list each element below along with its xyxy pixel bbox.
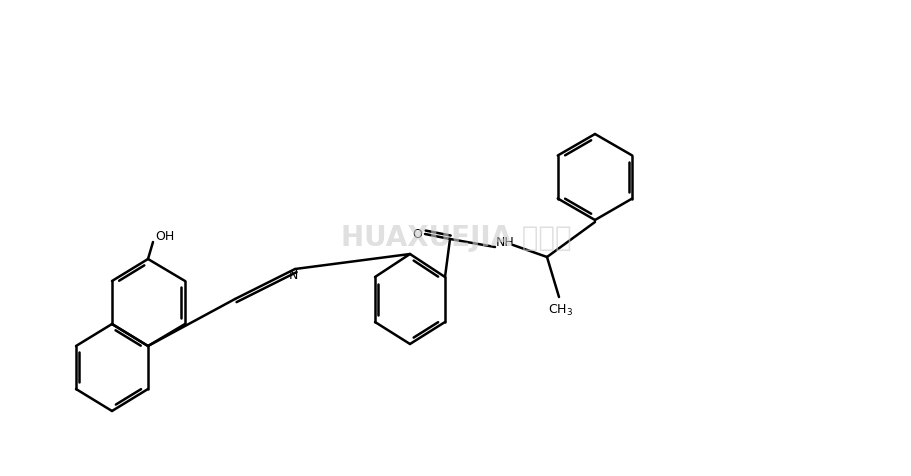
Text: CH$_3$: CH$_3$ [548,302,573,317]
Text: O: O [412,228,422,241]
Text: NH: NH [495,236,514,249]
Text: OH: OH [155,230,174,243]
Text: N: N [288,269,297,282]
Text: HUAXUEJIA 化学加: HUAXUEJIA 化学加 [341,224,570,252]
